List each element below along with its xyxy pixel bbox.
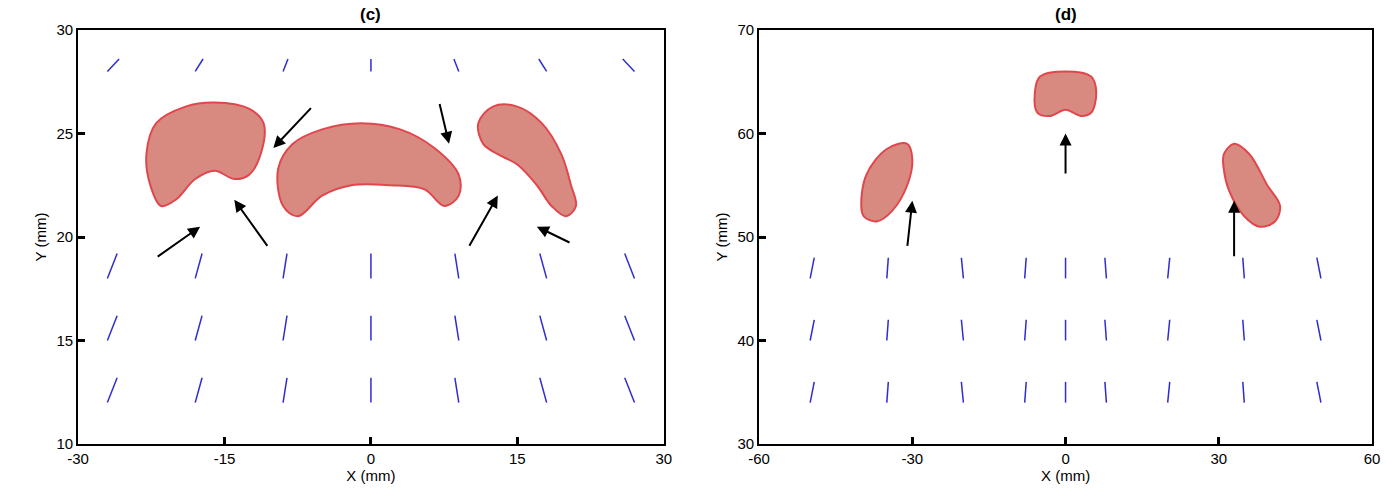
svg-text:40: 40: [737, 332, 754, 349]
svg-text:(c): (c): [360, 5, 381, 24]
svg-text:30: 30: [655, 450, 672, 467]
svg-text:60: 60: [737, 125, 754, 142]
svg-text:10: 10: [56, 435, 73, 452]
svg-text:(d): (d): [1055, 5, 1077, 24]
svg-text:-15: -15: [214, 450, 236, 467]
svg-text:30: 30: [56, 21, 73, 38]
svg-text:Y (mm): Y (mm): [713, 213, 730, 262]
svg-text:25: 25: [56, 125, 73, 142]
svg-text:30: 30: [1210, 450, 1227, 467]
svg-text:30: 30: [737, 435, 754, 452]
svg-text:0: 0: [1061, 450, 1069, 467]
svg-text:Y (mm): Y (mm): [32, 213, 49, 262]
svg-text:20: 20: [56, 228, 73, 245]
svg-text:15: 15: [509, 450, 526, 467]
svg-text:50: 50: [737, 228, 754, 245]
svg-text:0: 0: [367, 450, 375, 467]
svg-text:-30: -30: [67, 450, 89, 467]
svg-text:X (mm): X (mm): [346, 467, 395, 484]
svg-text:60: 60: [1364, 450, 1381, 467]
svg-text:-60: -60: [748, 450, 770, 467]
svg-text:15: 15: [56, 332, 73, 349]
svg-text:X (mm): X (mm): [1041, 467, 1090, 484]
svg-text:-30: -30: [901, 450, 923, 467]
svg-text:70: 70: [737, 21, 754, 38]
